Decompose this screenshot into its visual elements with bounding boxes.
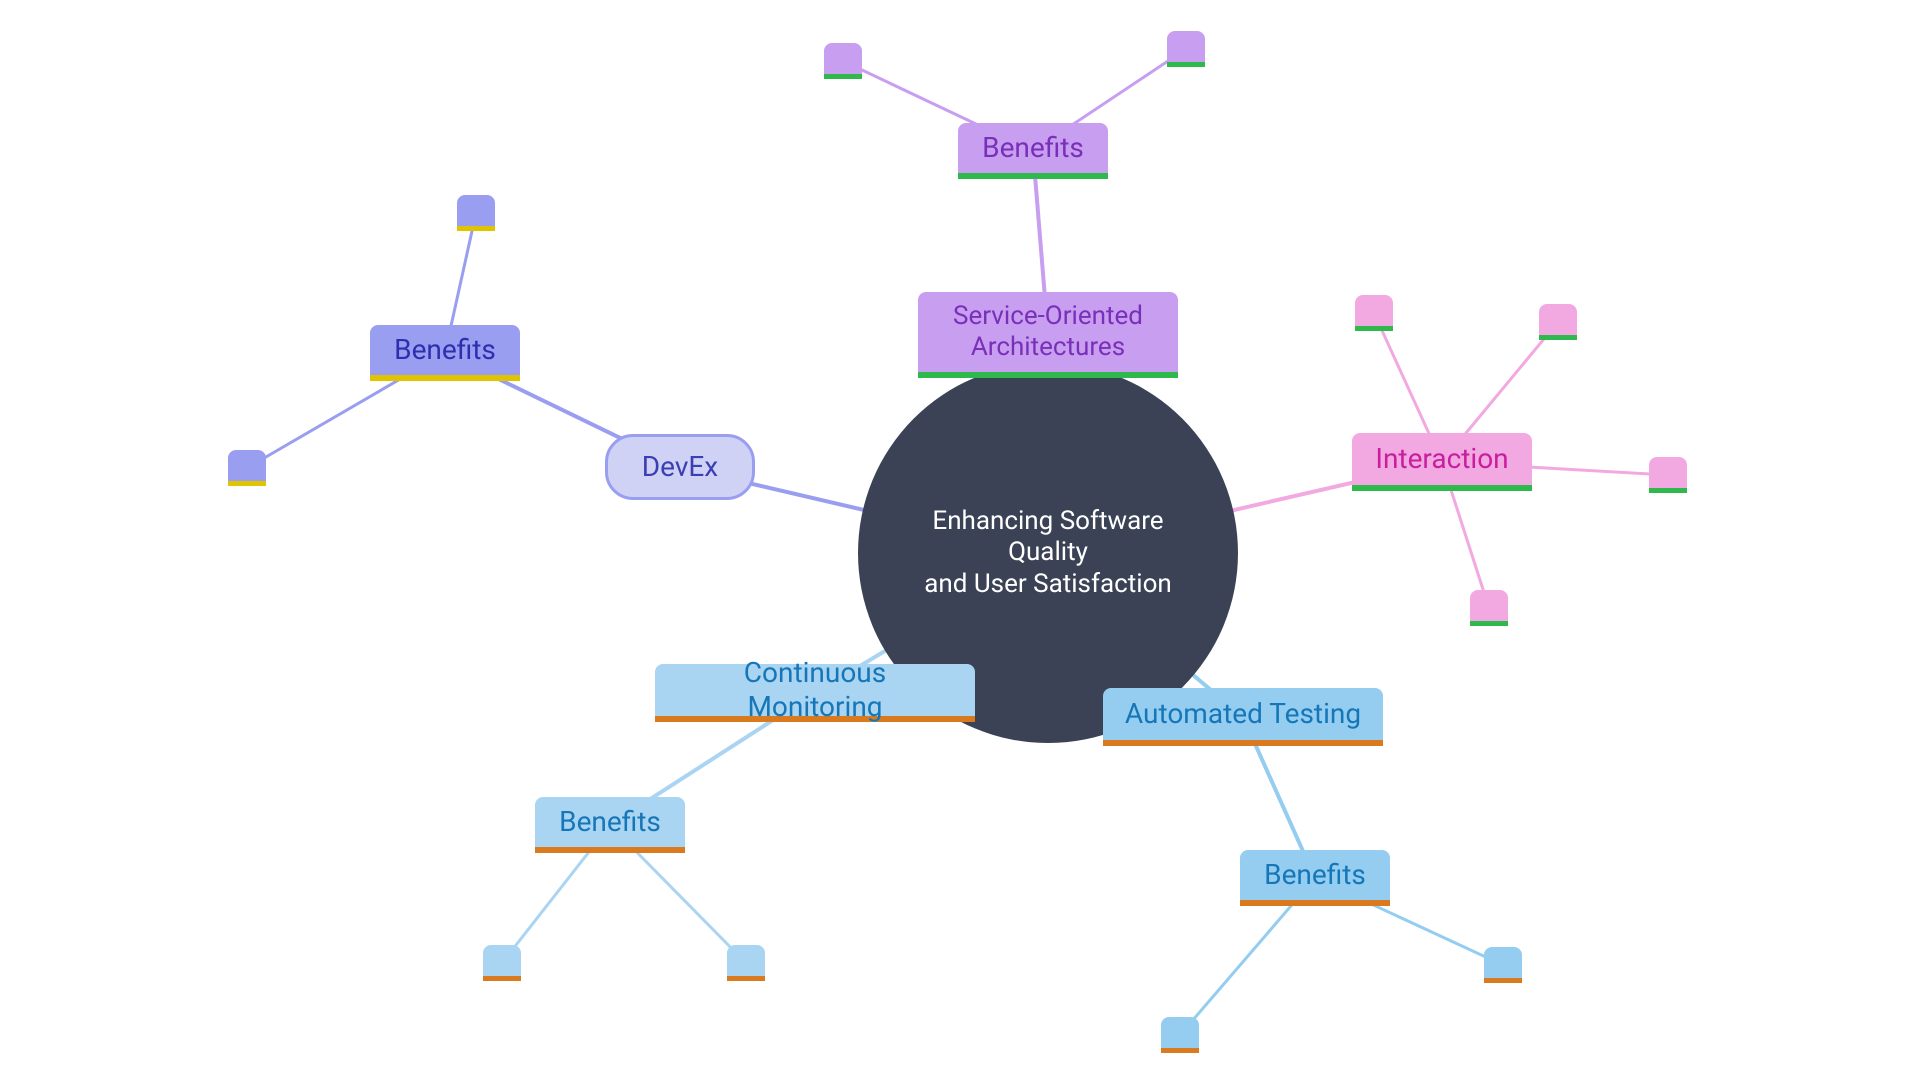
leaf-node <box>1470 590 1508 626</box>
soa: Service-Oriented Architectures <box>918 292 1178 378</box>
leaf-node <box>1649 457 1687 493</box>
contmon-benefits: Benefits <box>535 797 685 853</box>
leaf-node <box>727 945 765 981</box>
mindmap-canvas: Enhancing Software Quality and User Sati… <box>0 0 1920 1080</box>
leaf-node <box>457 195 495 231</box>
interaction: Interaction <box>1352 433 1532 491</box>
devex: DevEx <box>605 434 755 500</box>
soa-benefits: Benefits <box>958 123 1108 179</box>
leaf-node <box>1167 31 1205 67</box>
leaf-node <box>483 945 521 981</box>
devex-benefits: Benefits <box>370 325 520 381</box>
leaf-node <box>1355 295 1393 331</box>
leaf-node <box>1484 947 1522 983</box>
leaf-node <box>824 43 862 79</box>
contmon: Continuous Monitoring <box>655 664 975 722</box>
leaf-node <box>228 450 266 486</box>
leaf-node <box>1539 304 1577 340</box>
autotest-benefits: Benefits <box>1240 850 1390 906</box>
autotest: Automated Testing <box>1103 688 1383 746</box>
leaf-node <box>1161 1017 1199 1053</box>
